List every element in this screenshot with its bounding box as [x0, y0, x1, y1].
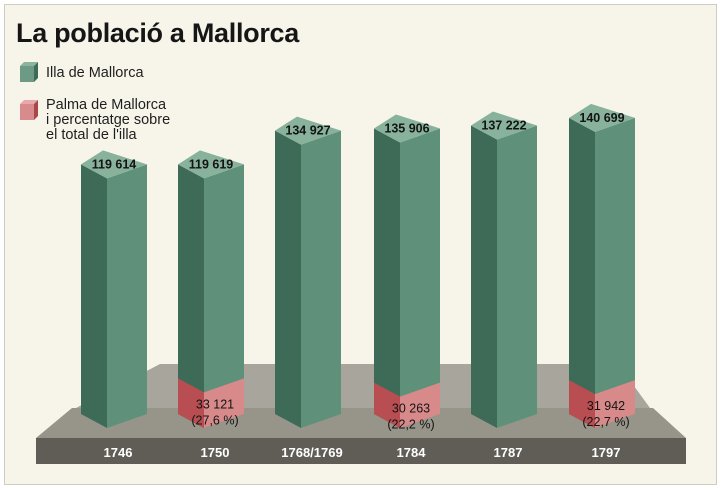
x-tick-label-1784: 1784 [397, 445, 427, 460]
bar-island-top-1784 [374, 114, 440, 143]
bar-island-top-1750 [178, 150, 244, 179]
legend-label-palma-line-3: el total de l'illa [46, 127, 137, 143]
bar-palma-1750-side [204, 378, 244, 428]
data-label-island-1787: 137 222 [481, 119, 526, 133]
legend-swatch-palma [20, 100, 38, 120]
x-tick-label-1746: 1746 [104, 445, 133, 460]
legend-label-island: Illa de Mallorca [46, 66, 144, 81]
data-label-palma-1797: 31 942 [587, 399, 625, 413]
data-label-island-1746: 119 614 [92, 157, 137, 171]
data-label-palma-pct-1797: (22,7 %) [582, 415, 629, 429]
data-label-palma-pct-1784: (22,2 %) [387, 418, 434, 432]
chart-floor-front [36, 438, 686, 464]
chart-title: La població a Mallorca [16, 18, 299, 48]
bar-island-1784-front [374, 128, 400, 428]
chart-floor-back [76, 364, 650, 408]
x-tick-label-1797: 1797 [592, 445, 621, 460]
bar-island-1746-side [107, 164, 147, 429]
x-tick-label-1768/1769: 1768/1769 [281, 445, 342, 460]
bar-island-1787-side [497, 125, 537, 429]
bar-island-1768/1769-front [275, 130, 301, 428]
bar-palma-1784-side [400, 382, 440, 428]
bar-island-1797-side [595, 117, 635, 428]
legend-label-island-text: Illa de Mallorca [46, 65, 144, 81]
legend-swatch-island [20, 62, 38, 82]
bar-island-1784-side [400, 128, 440, 428]
data-label-palma-pct-1750: (27,6 %) [191, 413, 238, 427]
data-label-island-1784: 135 906 [384, 121, 429, 135]
bar-palma-1784-front [374, 382, 400, 428]
bar-island-top-1746 [81, 150, 147, 179]
bar-island-top-1787 [471, 111, 537, 140]
bar-palma-1750-front [178, 378, 204, 428]
bar-island-top-1797 [569, 103, 635, 132]
data-label-island-1768/1769: 134 927 [285, 124, 330, 138]
x-tick-label-1750: 1750 [201, 445, 230, 460]
legend-label-palma-line-1: Palma de Mallorca [46, 97, 167, 113]
data-label-palma-1750: 33 121 [196, 397, 234, 411]
legend-label-palma: Palma de Mallorca i percentatge sobre el… [46, 98, 170, 143]
data-label-island-1797: 140 699 [579, 111, 624, 125]
bar-island-top-1768/1769 [275, 116, 341, 145]
bar-palma-1797-side [595, 380, 635, 428]
bar-island-1746-front [81, 164, 107, 429]
bar-island-1750-front [178, 164, 204, 428]
data-label-palma-1784: 30 263 [392, 402, 430, 416]
legend-label-palma-line-2: i percentatge sobre [46, 112, 171, 128]
bar-island-1787-front [471, 125, 497, 429]
bar-palma-1797-front [569, 380, 595, 428]
x-tick-label-1787: 1787 [494, 445, 523, 460]
bar-island-1768/1769-side [301, 130, 341, 428]
data-label-island-1750: 119 619 [189, 157, 234, 171]
bar-island-1797-front [569, 117, 595, 428]
bar-island-1750-side [204, 164, 244, 428]
